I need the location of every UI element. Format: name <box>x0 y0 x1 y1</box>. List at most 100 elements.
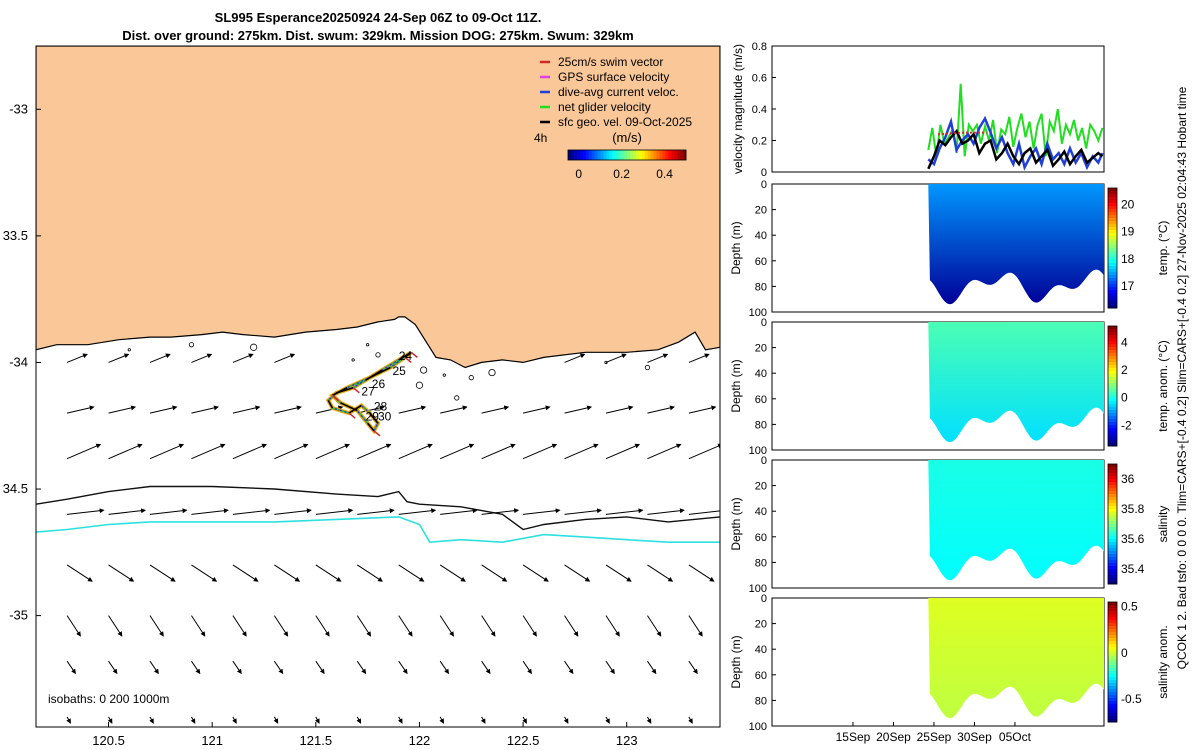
section-colorbar-cell <box>1108 686 1117 690</box>
section-colorbar-cell <box>1108 383 1117 387</box>
section-colorbar-cell <box>1108 278 1117 282</box>
current-vector-arrow <box>522 405 551 414</box>
track-day-label: 30 <box>378 410 392 424</box>
colorbar-cell <box>659 150 663 160</box>
section-colorbar-cell <box>1108 491 1117 495</box>
section-colorbar-cell <box>1108 419 1117 423</box>
current-vector-arrow <box>232 443 267 460</box>
section-ytick-label: 40 <box>755 644 767 656</box>
section-colorbar-cell <box>1108 626 1117 630</box>
section-colorbar-cell <box>1108 395 1117 399</box>
section-colorbar-cell <box>1108 440 1117 444</box>
figure-title-line1: SL995 Esperance20250924 24-Sep 06Z to 09… <box>215 10 542 25</box>
current-vector-arrow <box>688 660 698 675</box>
section-colorbar-cell <box>1108 623 1117 627</box>
current-vector-arrow <box>149 508 188 515</box>
section-colorbar-cell <box>1108 548 1117 552</box>
section-colorbar-cell <box>1108 401 1117 405</box>
current-vector-arrow <box>232 508 271 515</box>
current-vector-arrow <box>688 615 703 637</box>
section-colorbar-tick-label: 0.5 <box>1121 600 1138 614</box>
current-vector-arrow <box>398 615 413 637</box>
current-vector-arrow <box>315 443 350 460</box>
legend-label: GPS surface velocity <box>558 70 669 84</box>
section-colorbar-cell <box>1108 716 1117 720</box>
current-vector-arrow <box>522 615 537 637</box>
island <box>366 343 370 347</box>
colorbar-cell <box>579 150 584 160</box>
current-vector-arrow <box>688 564 715 582</box>
current-vector-arrow <box>439 564 466 582</box>
colorbar-cell <box>683 150 687 160</box>
section-ytick-label: 100 <box>749 445 767 457</box>
velocity-ytick-label: 0 <box>761 167 767 179</box>
current-vector-arrow <box>315 660 325 675</box>
velocity-series-line <box>927 115 1104 171</box>
section-colorbar-cell <box>1108 332 1117 336</box>
current-vector-arrow <box>191 564 218 582</box>
current-vector-arrow <box>108 660 118 675</box>
section-colorbar-cell <box>1108 638 1117 642</box>
velocity-panel: 0 0.2 0.4 0.6 0.8 velocity magnitude (m/s) <box>731 41 1105 179</box>
section-colorbar-cell <box>1108 431 1117 435</box>
section-colorbar-cell <box>1108 302 1117 306</box>
section-colorbar-cell <box>1108 206 1117 210</box>
current-vector-arrow <box>274 405 302 414</box>
section-colorbar-cell <box>1108 404 1117 408</box>
section-colorbar-cell <box>1108 560 1117 564</box>
section-colorbar-cell <box>1108 515 1117 519</box>
section-colorbar-cell <box>1108 380 1117 384</box>
current-vector-arrow <box>523 508 561 515</box>
section-ytick-label: 100 <box>749 307 767 319</box>
current-vector-arrow <box>647 508 685 515</box>
track-day-label: 27 <box>361 384 375 398</box>
section-colorbar-cell <box>1108 629 1117 633</box>
section-colorbar-cell <box>1108 368 1117 372</box>
section-ytick-label: 60 <box>755 670 767 682</box>
current-vector-arrow <box>315 615 330 637</box>
current-vector-arrow <box>688 443 720 460</box>
legend-label: net glider velocity <box>558 100 651 114</box>
section-ytick-label: 100 <box>749 583 767 595</box>
section-colorbar-tick-label: 35.4 <box>1121 562 1145 576</box>
current-vector-arrow <box>356 564 383 582</box>
section-colorbar-cell <box>1108 353 1117 357</box>
current-vector-arrow <box>315 716 320 724</box>
section-colorbar-cell <box>1108 443 1117 447</box>
map-xtick-label: 120.5 <box>92 733 125 748</box>
current-vector-arrow <box>564 443 599 460</box>
map-xtick-label: 121.5 <box>300 733 333 748</box>
current-vector-arrow <box>439 660 450 675</box>
current-vector-arrow <box>273 615 289 637</box>
current-vector-arrow <box>149 353 171 363</box>
section-colorbar-cell <box>1108 398 1117 402</box>
section-xtick-label: 20Sep <box>876 730 911 744</box>
section-colorbar-cell <box>1108 605 1117 609</box>
section-colorbar-cell <box>1108 242 1117 246</box>
current-vector-arrow <box>647 615 662 637</box>
current-vector-arrow <box>481 443 516 460</box>
section-colorbar-cell <box>1108 341 1117 345</box>
section-colorbar-cell <box>1108 698 1117 702</box>
section-colorbar-tick-label: 0 <box>1121 646 1128 660</box>
colorbar-cell <box>641 150 646 160</box>
section-colorbar-cell <box>1108 212 1117 216</box>
section-colorbar-cell <box>1108 356 1117 360</box>
section-ytick-label: 80 <box>755 281 767 293</box>
section-data-area <box>928 598 1104 719</box>
colorbar-cell <box>591 150 596 160</box>
track-day-label: 25 <box>393 364 407 378</box>
current-vector-arrow <box>605 443 641 460</box>
current-vector-arrow <box>481 508 520 515</box>
section-colorbar-cell <box>1108 674 1117 678</box>
section-colorbar-cell <box>1108 635 1117 639</box>
section-colorbar-cell <box>1108 410 1117 414</box>
isobath-label: isobaths: 0 200 1000m <box>48 692 169 706</box>
colorbar-cell <box>609 150 613 160</box>
section-colorbar-cell <box>1108 653 1117 657</box>
section-colorbar-cell <box>1108 692 1117 696</box>
map-ytick-label: -33 <box>9 101 28 116</box>
